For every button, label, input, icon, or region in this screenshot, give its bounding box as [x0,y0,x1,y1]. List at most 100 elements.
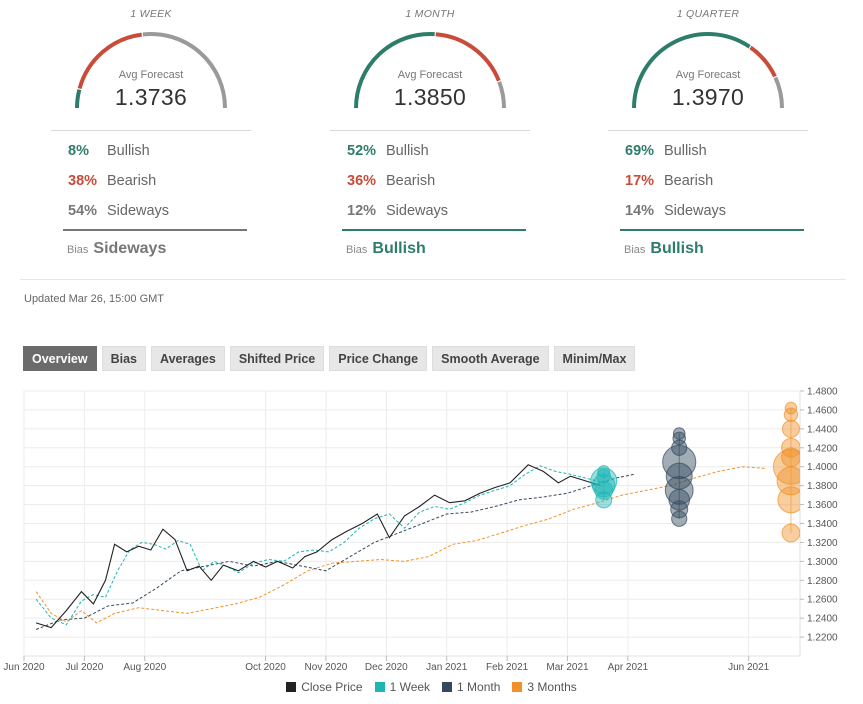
sideways-percent: 12% [347,203,377,219]
forecast-bubble[interactable] [670,500,689,519]
forecast-chart: 1.4800 1.4600 1.4400 1.4200 1.4000 1.3800 1.36… [3,387,838,674]
y-tick-label: 1.4800 [807,387,838,398]
series-line-3-months[interactable] [35,466,767,624]
bias-label: Bias [346,244,368,256]
bearish-percent: 38% [68,173,98,189]
forecast-bubble[interactable] [671,510,688,527]
x-tick-label: Mar 2021 [546,662,589,673]
forecast-bubble[interactable] [672,427,686,440]
y-tick-label: 1.3200 [807,538,838,549]
tab-price-change[interactable]: Price Change [329,346,428,371]
bullish-percent: 8% [68,143,89,159]
forecast-bubble[interactable] [784,401,798,415]
sideways-row: 14% Sideways [625,201,726,221]
legend-swatch [286,682,297,692]
forecast-bubble[interactable] [672,431,686,446]
legend-label: Close Price [301,680,363,694]
bullish-percent: 69% [625,143,655,159]
series-line-1-month[interactable] [35,473,635,630]
forecast-bubble[interactable] [781,447,801,468]
forecast-bubble[interactable] [783,407,799,422]
forecast-bubble[interactable] [596,468,611,484]
tab-smooth-average[interactable]: Smooth Average [432,346,549,371]
series-line-close-price[interactable] [35,464,601,629]
forecast-bubble[interactable] [594,480,614,500]
bearish-label: Bearish [107,173,157,189]
chart-tabs: Overview Bias Averages Shifted Price Pri… [23,346,636,371]
tab-overview[interactable]: Overview [23,346,97,371]
forecast-bubble[interactable] [664,475,694,505]
divider [51,130,251,131]
divider [330,130,530,131]
bullish-row: 8% Bullish [68,141,150,161]
tab-shifted-price[interactable]: Shifted Price [229,346,325,371]
chart-legend: Close Price 1 Week 1 Month 3 Months [0,680,863,694]
legend-close-price[interactable]: Close Price [286,680,363,694]
gauge-bearish-arc [77,32,142,90]
y-tick-label: 1.3800 [807,481,838,492]
bias-row: Bias Bullish [624,240,704,258]
plot-area [35,401,808,630]
gauge-bullish-arc [75,89,82,109]
y-tick-label: 1.2800 [807,576,838,587]
tab-minim-max[interactable]: Minim/Max [553,346,636,371]
sideways-row: 54% Sideways [68,201,169,221]
legend-swatch [374,682,385,692]
forecast-bubble[interactable] [662,444,697,480]
x-tick-label: Jan 2021 [426,662,468,673]
bearish-row: 36% Bearish [347,171,435,191]
bullish-row: 69% Bullish [625,141,707,161]
sideways-label: Sideways [664,203,727,219]
bias-underline [620,229,804,231]
forecast-bubble[interactable] [597,465,611,478]
bearish-label: Bearish [386,173,436,189]
y-tick-label: 1.4400 [807,424,838,435]
bias-row: Bias Bullish [346,240,426,258]
gauge-bullish-arc [354,32,435,109]
bullish-label: Bullish [664,143,707,159]
gauge-bearish-arc [749,45,777,78]
tab-averages[interactable]: Averages [151,346,225,371]
legend-3-months[interactable]: 3 Months [512,680,577,694]
legend-label: 1 Month [457,680,501,694]
sideways-row: 12% Sideways [347,201,448,221]
gauge-label: Avg Forecast [397,69,463,81]
sideways-percent: 14% [625,203,655,219]
forecast-gauge [354,32,506,109]
bias-value: Sideways [93,240,167,257]
bullish-label: Bullish [107,143,150,159]
gauge-sideways-arc [773,76,784,109]
bias-value: Bullish [372,240,426,257]
legend-swatch [442,682,453,692]
forecast-bubble[interactable] [777,486,804,514]
series-line-1-week[interactable] [35,465,601,626]
y-tick-label: 1.2200 [807,633,838,644]
bias-label: Bias [624,244,646,256]
bearish-percent: 17% [625,173,655,189]
bias-underline [63,229,247,231]
forecast-bubble[interactable] [781,523,800,543]
bias-value: Bullish [650,240,704,257]
updated-timestamp: Updated Mar 26, 15:00 GMT [24,293,165,305]
legend-1-week[interactable]: 1 Week [374,680,430,694]
forecast-gauge [632,32,784,109]
forecast-bubble[interactable] [595,491,613,509]
gauge-period: 1 QUARTER [676,8,740,20]
x-tick-label: Jul 2020 [65,662,103,673]
legend-1-month[interactable]: 1 Month [442,680,500,694]
gauge-label: Avg Forecast [675,69,741,81]
bias-row: Bias Sideways [67,240,166,258]
forecast-bubble[interactable] [668,489,691,511]
bias-underline [342,229,526,231]
forecast-bubble[interactable] [772,448,808,485]
y-tick-label: 1.3600 [807,500,838,511]
bullish-percent: 52% [347,143,377,159]
tab-bias[interactable]: Bias [101,346,146,371]
y-tick-label: 1.2400 [807,614,838,625]
forecast-bubbles-1-month [662,427,697,527]
forecast-bubble[interactable] [781,419,800,438]
x-tick-label: Jun 2020 [3,662,45,673]
forecast-bubble[interactable] [671,439,688,456]
x-tick-label: Dec 2020 [365,662,408,673]
gauge-period: 1 WEEK [130,8,172,20]
